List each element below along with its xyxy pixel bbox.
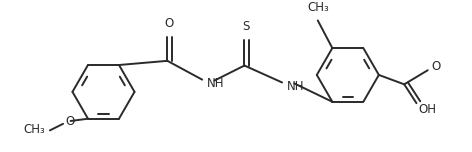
Text: CH₃: CH₃ xyxy=(24,123,45,136)
Text: CH₃: CH₃ xyxy=(307,1,329,14)
Text: NH: NH xyxy=(287,80,304,93)
Text: OH: OH xyxy=(418,103,436,116)
Text: S: S xyxy=(243,20,250,33)
Text: O: O xyxy=(165,17,174,30)
Text: O: O xyxy=(431,60,441,73)
Text: O: O xyxy=(65,115,74,128)
Text: NH: NH xyxy=(207,77,224,90)
